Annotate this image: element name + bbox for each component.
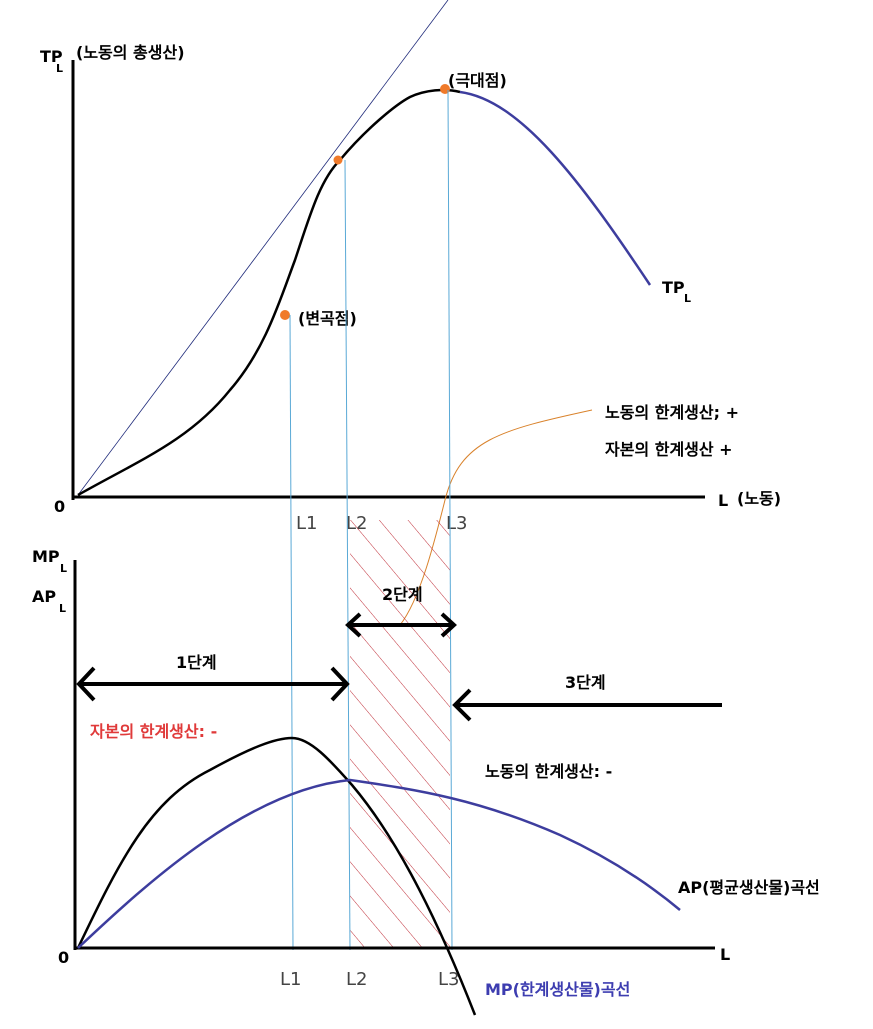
x-axis-label: L — [720, 945, 730, 964]
y-axis-subscript: L — [56, 62, 63, 75]
curve-label: TP — [662, 278, 685, 297]
y-axis-label: MP — [32, 547, 60, 566]
curve-subscript: L — [684, 292, 691, 305]
guide-line — [344, 159, 351, 951]
inflection-point — [280, 310, 290, 320]
y-axis-label: AP — [32, 587, 56, 606]
y-axis-subscript: L — [59, 602, 66, 615]
x-axis-note: (노동) — [737, 489, 781, 508]
point — [333, 155, 343, 165]
stage-label: 2단계 — [382, 585, 423, 604]
tick-label: L3 — [446, 513, 467, 534]
ap-curve-label: AP(평균생산물)곡선 — [678, 878, 820, 897]
point-label: (극대점) — [448, 71, 507, 90]
y-axis-label: TP — [40, 47, 63, 66]
tick-label: L2 — [346, 969, 367, 990]
tangent-line — [77, 0, 449, 496]
arrows — [76, 612, 722, 722]
origin: 0 — [58, 948, 69, 967]
y-axis-note: (노동의 총생산) — [76, 43, 185, 62]
stage-2-area — [350, 520, 450, 948]
tp-curve-declining — [459, 90, 652, 286]
labor-note: 노동의 한계생산: - — [485, 762, 612, 781]
annotation: 자본의 한계생산 + — [605, 440, 733, 459]
stage-label: 3단계 — [565, 673, 606, 692]
x-axis-label: L — [718, 491, 728, 510]
stage-label: 1단계 — [176, 653, 217, 672]
origin: 0 — [54, 497, 65, 516]
annotation: 노동의 한계생산; + — [605, 403, 739, 422]
y-axis-subscript: L — [60, 562, 67, 575]
maximum-point — [440, 84, 450, 94]
mp-curve-label: MP(한계생산물)곡선 — [485, 980, 630, 999]
ap-curve — [77, 778, 681, 949]
guide-line — [447, 89, 453, 951]
point-label: (변곡점) — [298, 309, 357, 328]
capital-note: 자본의 한계생산: - — [90, 722, 217, 741]
tick-label: L1 — [296, 513, 317, 534]
tick-label: L1 — [280, 969, 301, 990]
mp-curve — [76, 736, 477, 1016]
guide-line — [289, 314, 294, 951]
tp-curve — [77, 88, 461, 497]
tick-label: L3 — [438, 969, 459, 990]
